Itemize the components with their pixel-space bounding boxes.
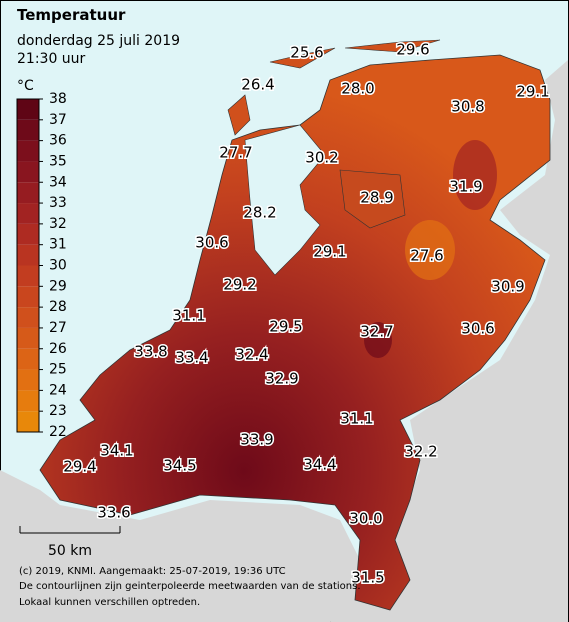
station-value: 29.4	[63, 458, 96, 476]
station-value: 30.6	[461, 320, 494, 338]
station-value: 34.4	[303, 456, 336, 474]
station-value: 31.5	[351, 569, 384, 587]
station-value: 28.2	[243, 204, 276, 222]
tick-label: 32	[49, 216, 67, 232]
station-value: 31.1	[172, 307, 205, 325]
footer-line: Lokaal kunnen verschillen optreden.	[19, 597, 200, 608]
station-value: 33.6	[97, 504, 130, 522]
color-bin	[17, 390, 39, 412]
station-value: 34.5	[163, 457, 196, 475]
station-value: 27.6	[410, 247, 443, 265]
time: 21:30 uur	[17, 51, 86, 67]
stations: 25.6 29.6 26.4 28.0 29.1 30.8 27.7 30.2 31.9 28.9…	[62, 39, 551, 588]
color-bin	[17, 119, 39, 141]
station-value: 31.1	[340, 410, 373, 428]
color-bin	[17, 223, 39, 245]
scale-label: 50 km	[48, 543, 92, 559]
color-bin	[17, 182, 39, 204]
station-value: 30.6	[195, 234, 228, 252]
station-value: 26.4	[241, 76, 274, 94]
color-bin	[17, 265, 39, 287]
tick-label: 23	[49, 403, 67, 419]
color-bin	[17, 307, 39, 328]
station-value: 30.8	[451, 98, 484, 116]
color-bin	[17, 161, 39, 183]
station-value: 34.1	[100, 442, 133, 460]
tick-label: 36	[49, 133, 67, 149]
date: donderdag 25 juli 2019	[17, 33, 180, 49]
ijsselmeer	[244, 124, 326, 276]
tick-label: 38	[49, 91, 67, 107]
tick-label: 30	[49, 258, 67, 274]
title: Temperatuur	[17, 6, 126, 24]
station-value: 25.6	[290, 44, 323, 62]
tick-label: 33	[49, 195, 67, 211]
color-bin	[17, 99, 39, 120]
station-value: 32.9	[265, 370, 298, 388]
tick-label: 37	[49, 112, 67, 128]
belgium	[0, 470, 360, 622]
station-value: 29.6	[396, 41, 429, 59]
tick-label: 25	[49, 362, 67, 378]
color-bin	[17, 411, 39, 432]
tick-label: 34	[49, 174, 67, 190]
legend-unit: °C	[17, 78, 34, 94]
tick-label: 35	[49, 153, 67, 169]
warm-area	[364, 322, 392, 358]
tick-label: 26	[49, 341, 67, 357]
color-bin	[17, 244, 39, 266]
wadden-islands	[227, 39, 441, 136]
station-value: 29.1	[516, 83, 549, 101]
footer-line: (c) 2019, KNMI. Aangemaakt: 25-07-2019, …	[19, 566, 286, 577]
station-value: 29.5	[269, 318, 302, 336]
flevoland	[339, 169, 406, 229]
tick-label: 27	[49, 320, 67, 336]
station-value: 27.7	[219, 144, 252, 162]
station-value: 29.2	[223, 276, 256, 294]
station-value: 32.4	[235, 346, 268, 364]
cool-area	[405, 220, 455, 280]
station-value: 30.0	[349, 510, 382, 528]
station-value: 33.4	[175, 349, 208, 367]
station-value: 29.1	[313, 243, 346, 261]
color-bin	[17, 327, 39, 349]
color-bin	[17, 348, 39, 370]
tick-label: 22	[49, 424, 67, 440]
germany	[330, 0, 568, 622]
station-value: 33.8	[134, 343, 167, 361]
tick-label: 28	[49, 299, 67, 315]
color-bin	[17, 203, 39, 224]
station-value: 28.9	[360, 189, 393, 207]
station-value: 30.2	[305, 149, 338, 167]
tick-label: 31	[49, 237, 67, 253]
tick-label: 24	[49, 382, 67, 398]
station-value: 32.7	[360, 323, 393, 341]
footer-line: De contourlijnen zijn geinterpoleerde me…	[19, 581, 361, 592]
color-bin	[17, 369, 39, 391]
station-value: 33.9	[240, 431, 273, 449]
station-value: 30.9	[491, 278, 524, 296]
tick-label: 29	[49, 278, 67, 294]
netherlands	[39, 54, 551, 611]
color-bin	[17, 286, 39, 308]
station-value: 28.0	[341, 80, 374, 98]
color-bin	[17, 140, 39, 162]
station-value: 32.2	[404, 443, 437, 461]
warm-area	[453, 140, 497, 210]
station-value: 31.9	[449, 178, 482, 196]
